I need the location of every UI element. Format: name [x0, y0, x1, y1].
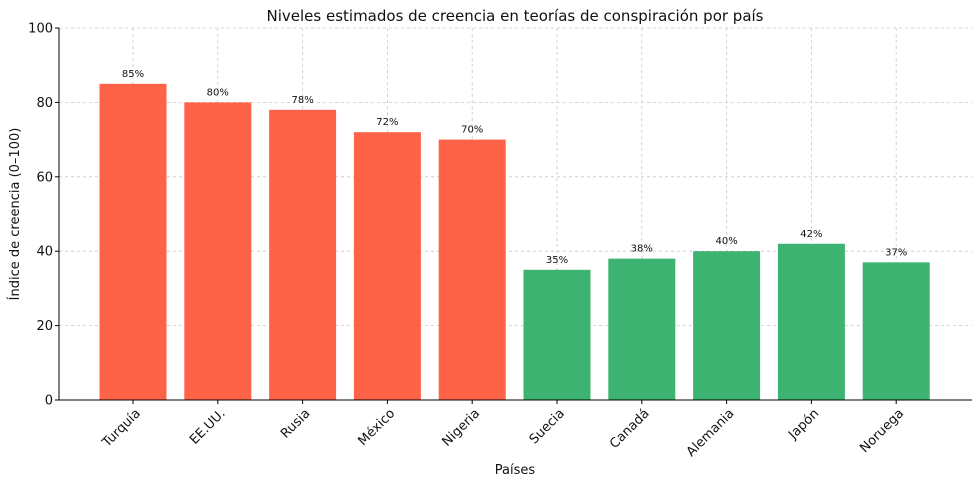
y-tick-label: 40 [36, 245, 53, 260]
bar [862, 262, 930, 400]
x-tick-label: Noruega [857, 406, 907, 456]
bar-data-label: 85% [122, 69, 144, 80]
x-tick-label: Canadá [607, 406, 653, 452]
bars [99, 83, 930, 401]
bar-data-label: 35% [546, 255, 568, 266]
y-tick-label: 60 [36, 170, 53, 185]
y-tick-label: 80 [36, 96, 53, 111]
bar [523, 269, 591, 400]
x-tick-label: EE.UU. [187, 406, 229, 448]
bar [269, 109, 337, 400]
bar [777, 243, 845, 400]
x-tick-label: Alemania [684, 406, 738, 460]
bar-data-label: 37% [885, 247, 907, 258]
y-tick-label: 100 [28, 22, 53, 37]
y-tick-label: 0 [45, 394, 53, 409]
y-tick-label: 20 [36, 319, 53, 334]
x-tick-label: Japón [785, 406, 822, 443]
x-tick-label: México [356, 406, 399, 449]
bar [438, 139, 506, 400]
bar-data-label: 78% [291, 95, 313, 106]
y-axis-label: Índice de creencia (0–100) [7, 128, 23, 301]
bar-data-label: 38% [631, 244, 653, 255]
x-tick-label: Turquía [99, 406, 144, 451]
bar [693, 251, 761, 400]
bar [608, 258, 676, 400]
y-ticks: 0 20 40 60 80 100 [28, 22, 59, 409]
bar-data-label: 40% [715, 236, 737, 247]
x-axis-label: Países [495, 463, 536, 478]
bar [184, 102, 252, 401]
x-tick-label: Rusia [278, 406, 313, 441]
chart-title: Niveles estimados de creencia en teorías… [267, 7, 764, 25]
bar [99, 83, 167, 401]
x-tick-label: Nigeria [440, 406, 483, 449]
data-labels: 85% 80% 78% 72% 70% 35% 38% 40% 42% 37% [122, 69, 907, 266]
bar-data-label: 72% [376, 117, 398, 128]
bar [353, 132, 421, 400]
x-tick-label: Suecia [527, 406, 568, 447]
bar-data-label: 80% [207, 87, 229, 98]
x-ticks: Turquía EE.UU. Rusia México Nigeria Suecia Can… [99, 400, 907, 460]
bar-data-label: 70% [461, 125, 483, 136]
bar-data-label: 42% [800, 229, 822, 240]
